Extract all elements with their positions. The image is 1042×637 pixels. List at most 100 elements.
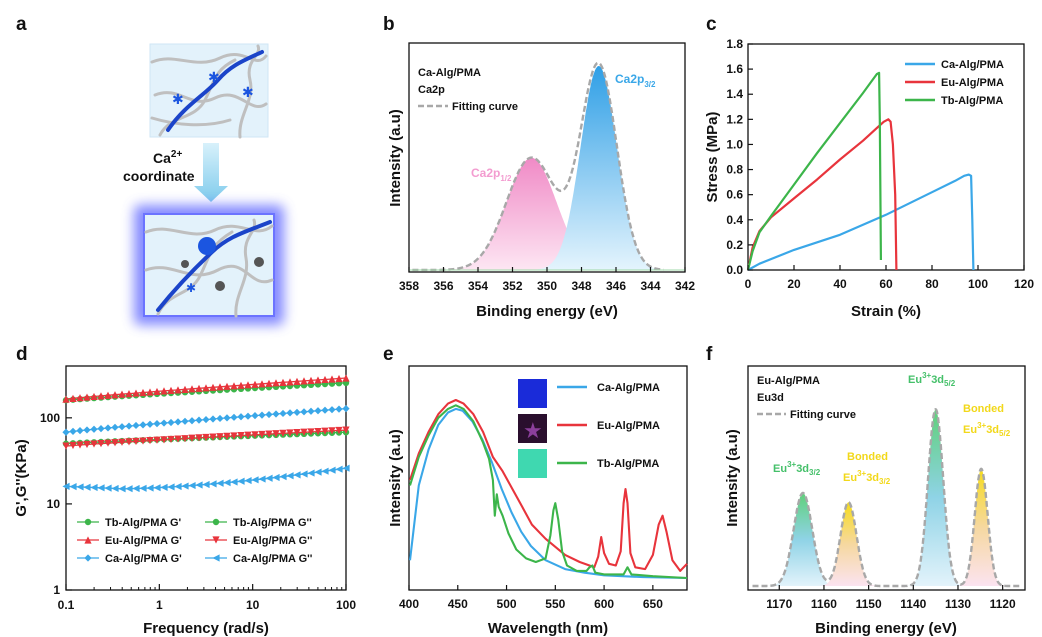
panel-d-marker bbox=[62, 482, 70, 490]
inset-purple-star bbox=[518, 414, 547, 443]
panel-d-marker bbox=[279, 473, 287, 481]
panel-d-marker bbox=[272, 379, 280, 387]
panel-d-marker bbox=[286, 472, 294, 480]
panel-d-marker bbox=[69, 441, 77, 450]
panel-d-xtick-label: 0.1 bbox=[58, 598, 75, 612]
panel-d-marker bbox=[146, 388, 154, 396]
panel-d-marker bbox=[237, 381, 245, 389]
panel-d-marker bbox=[195, 481, 203, 489]
panel-c-legend-label: Eu-Alg/PMA bbox=[941, 77, 1004, 89]
panel-d-marker bbox=[293, 408, 301, 416]
panel-d-legend-label: Eu-Alg/PMA G'' bbox=[233, 535, 313, 547]
panel-d-marker bbox=[160, 483, 168, 491]
panel-b-ylabel: Intensity (a.u) bbox=[387, 109, 404, 207]
panel-d-marker bbox=[293, 429, 301, 437]
panel-f-peak-area bbox=[812, 502, 885, 586]
panel-label-c: c bbox=[706, 14, 717, 35]
panel-d-marker bbox=[230, 413, 238, 421]
panel-d-marker bbox=[69, 427, 77, 435]
panel-b-peak-area-1 bbox=[426, 157, 636, 270]
panel-d-marker bbox=[335, 465, 343, 473]
panel-f-legend-orbital: Eu3d bbox=[757, 392, 784, 404]
panel-d-marker bbox=[335, 374, 343, 383]
panel-d-marker bbox=[104, 484, 112, 492]
panel-d-marker bbox=[314, 376, 322, 384]
panel-d-marker bbox=[258, 475, 266, 483]
panel-label-e: e bbox=[383, 344, 394, 365]
panel-d-marker bbox=[111, 484, 119, 493]
panel-d-marker bbox=[146, 420, 154, 428]
panel-d-marker bbox=[97, 392, 105, 400]
panel-d-marker bbox=[202, 384, 210, 392]
panel-e-series-line bbox=[409, 398, 688, 572]
panel-d-marker bbox=[202, 480, 210, 489]
panel-d-marker bbox=[237, 432, 245, 440]
panel-d-legend-marker bbox=[84, 536, 92, 544]
panel-d-marker bbox=[286, 409, 294, 417]
panel-d-marker bbox=[237, 477, 245, 485]
panel-e-legend-label: Ca-Alg/PMA bbox=[597, 382, 660, 394]
schematic-panel: ✱ ✱ ✱ Ca2+ coordinate ✱ bbox=[123, 43, 284, 325]
svg-text:✱: ✱ bbox=[172, 91, 184, 107]
panel-f-xps-eu: 1170 1160 1150 1140 1130 1120 Eu-Alg/PMA Eu3d… bbox=[724, 365, 1026, 637]
panel-c-plot-area bbox=[746, 71, 975, 271]
panel-c-ytick-label: 1.0 bbox=[726, 137, 743, 151]
panel-d-xtick-label: 10 bbox=[246, 598, 260, 612]
panel-e-xtick-label: 400 bbox=[399, 597, 419, 611]
panel-d-marker bbox=[132, 484, 140, 493]
panel-b-xtick-label: 348 bbox=[571, 279, 591, 293]
panel-b-xtick-label: 350 bbox=[537, 279, 557, 293]
panel-b-xtick-label: 358 bbox=[399, 279, 419, 293]
panel-d-ytick-label: 10 bbox=[47, 497, 61, 511]
panel-d-marker bbox=[90, 483, 98, 492]
panel-d-marker bbox=[321, 467, 329, 475]
panel-c-ytick-label: 0.2 bbox=[726, 238, 743, 252]
panel-d-marker bbox=[272, 410, 280, 418]
panel-c-xtick-label: 120 bbox=[1014, 277, 1034, 291]
panel-c-ytick-label: 0.0 bbox=[726, 263, 743, 277]
panel-c-legend-label: Ca-Alg/PMA bbox=[941, 59, 1004, 71]
panel-d-marker bbox=[160, 419, 168, 427]
panel-d-marker bbox=[76, 394, 84, 402]
panel-f-xtick-label: 1160 bbox=[811, 597, 837, 611]
panel-d-marker bbox=[195, 416, 203, 424]
panel-e-legend-label: Eu-Alg/PMA bbox=[597, 420, 660, 432]
panel-d-marker bbox=[335, 405, 343, 413]
panel-c-ytick-label: 0.4 bbox=[726, 213, 743, 227]
panel-d-marker bbox=[209, 480, 217, 488]
panel-d-marker bbox=[209, 415, 217, 423]
panel-d-marker bbox=[83, 440, 91, 449]
panel-d-marker bbox=[188, 434, 196, 442]
panel-d-marker bbox=[216, 414, 224, 423]
panel-d-marker bbox=[111, 391, 119, 399]
panel-e-ylabel: Intensity (a.u) bbox=[387, 429, 404, 527]
panel-d-marker bbox=[174, 386, 182, 394]
panel-d-marker bbox=[300, 377, 308, 385]
panel-d-marker bbox=[307, 428, 315, 436]
panel-b-legend-fit: Fitting curve bbox=[452, 101, 518, 113]
panel-d-legend-label: Ca-Alg/PMA G' bbox=[105, 553, 182, 565]
panel-d-marker bbox=[153, 387, 161, 396]
panel-d-marker bbox=[97, 484, 105, 492]
panel-d-marker bbox=[125, 422, 133, 430]
panel-d-marker bbox=[244, 431, 252, 439]
polymer-network-icon bbox=[149, 43, 269, 139]
panel-b-xtick-label: 342 bbox=[675, 279, 695, 293]
panel-f-peak-label-2-prefix: Bonded bbox=[847, 451, 888, 463]
panel-c-xtick-label: 80 bbox=[925, 277, 939, 291]
panel-c-xlabel: Strain (%) bbox=[851, 303, 921, 320]
panel-d-marker bbox=[69, 483, 77, 491]
panel-d-marker bbox=[230, 478, 238, 486]
panel-d-marker bbox=[188, 385, 196, 393]
panel-f-legend-sample: Eu-Alg/PMA bbox=[757, 375, 820, 387]
panel-d-marker bbox=[279, 378, 287, 386]
panel-d-ylabel: G',G''(KPa) bbox=[13, 439, 30, 516]
panel-d-marker bbox=[118, 390, 126, 398]
panel-d-marker bbox=[265, 410, 273, 419]
panel-d-marker bbox=[286, 429, 294, 437]
panel-d-marker bbox=[265, 474, 273, 482]
schematic-ion-label: Ca2+ bbox=[153, 149, 182, 166]
panel-d-marker bbox=[307, 407, 315, 415]
panel-b-xtick-label: 344 bbox=[640, 279, 660, 293]
